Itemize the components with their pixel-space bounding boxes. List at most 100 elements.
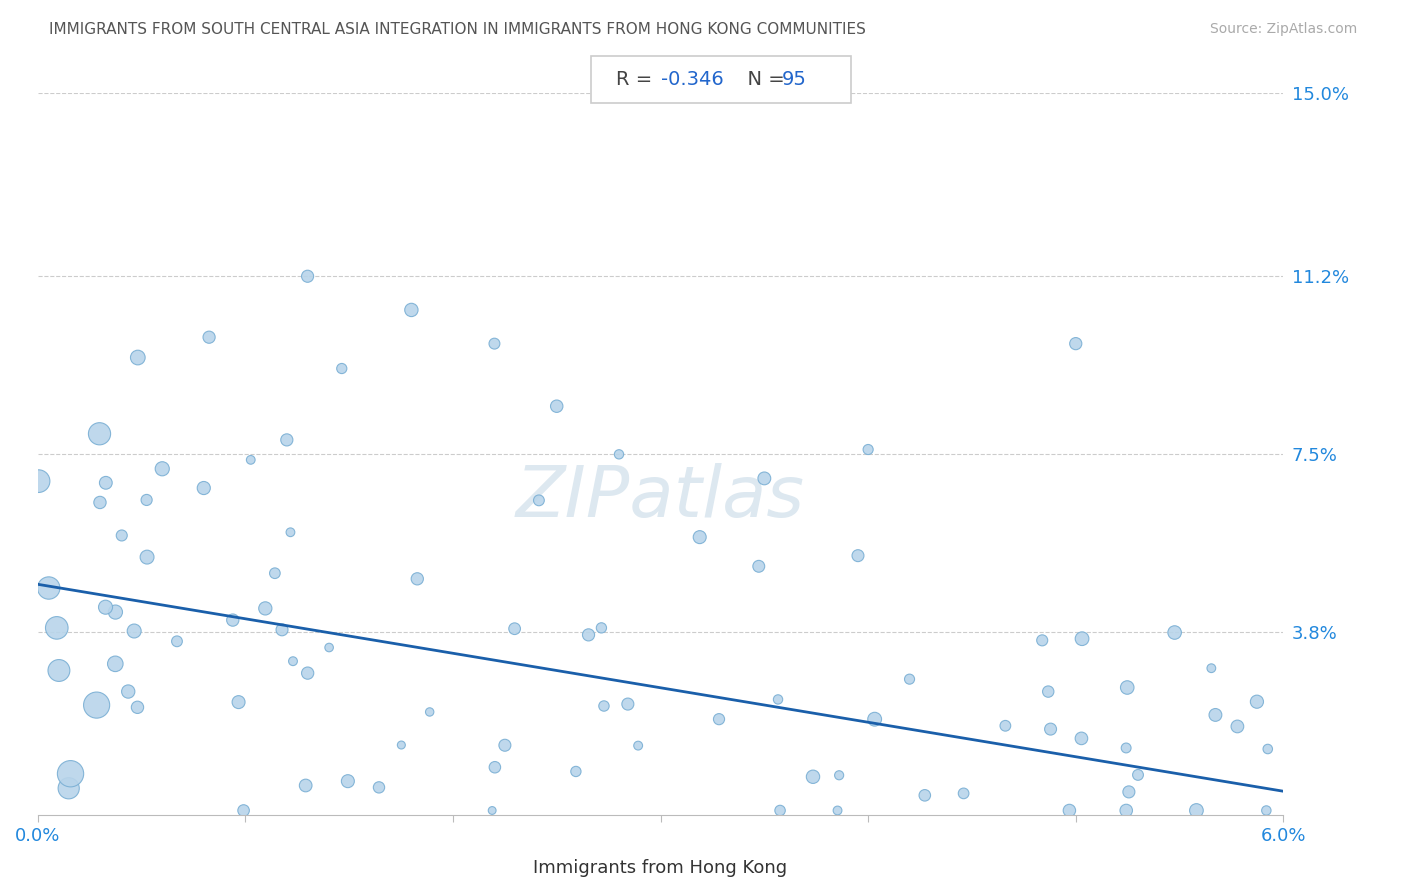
X-axis label: Immigrants from Hong Kong: Immigrants from Hong Kong bbox=[533, 859, 787, 877]
Point bbox=[617, 697, 640, 711]
Point bbox=[297, 269, 319, 284]
Point bbox=[419, 705, 441, 719]
Point bbox=[58, 781, 80, 796]
Point bbox=[1070, 731, 1092, 746]
Point bbox=[127, 351, 149, 365]
Point bbox=[898, 672, 921, 686]
Point bbox=[546, 399, 568, 413]
Point bbox=[863, 712, 886, 726]
Point bbox=[297, 666, 319, 681]
Point bbox=[1071, 632, 1094, 646]
Text: IMMIGRANTS FROM SOUTH CENTRAL ASIA INTEGRATION IN IMMIGRANTS FROM HONG KONG COMM: IMMIGRANTS FROM SOUTH CENTRAL ASIA INTEG… bbox=[49, 22, 866, 37]
Point bbox=[748, 559, 770, 574]
Point bbox=[769, 804, 792, 818]
Point bbox=[484, 336, 506, 351]
Point bbox=[318, 640, 340, 655]
Point bbox=[122, 624, 145, 638]
Point bbox=[117, 684, 139, 698]
Point bbox=[127, 700, 149, 714]
Point bbox=[578, 628, 600, 642]
Point bbox=[846, 549, 869, 563]
Point bbox=[271, 623, 294, 637]
Point bbox=[593, 698, 616, 713]
Point bbox=[232, 804, 254, 818]
Point bbox=[1201, 661, 1223, 675]
Point bbox=[166, 634, 188, 648]
Point bbox=[1115, 741, 1137, 756]
Point bbox=[135, 492, 157, 507]
Point bbox=[1039, 722, 1062, 736]
Point bbox=[994, 719, 1017, 733]
Point bbox=[484, 760, 506, 774]
Point bbox=[766, 692, 789, 706]
Point bbox=[38, 581, 60, 595]
Point bbox=[222, 613, 245, 627]
Point bbox=[406, 572, 429, 586]
Point bbox=[689, 530, 711, 544]
Point bbox=[1115, 804, 1137, 818]
Point bbox=[264, 566, 287, 581]
Point bbox=[503, 622, 526, 636]
Point bbox=[86, 698, 108, 712]
Point bbox=[607, 447, 630, 461]
Point bbox=[198, 330, 221, 344]
Point bbox=[801, 770, 824, 784]
Point bbox=[59, 766, 82, 780]
Point bbox=[193, 481, 215, 495]
Point bbox=[48, 664, 70, 678]
Point bbox=[254, 601, 277, 615]
Point bbox=[281, 654, 304, 668]
Point bbox=[527, 493, 550, 508]
Point bbox=[856, 442, 879, 457]
Text: -0.346: -0.346 bbox=[661, 70, 724, 89]
Point bbox=[1185, 804, 1208, 818]
Point bbox=[89, 495, 111, 509]
Point bbox=[627, 739, 650, 753]
Point bbox=[294, 779, 316, 793]
Point bbox=[754, 471, 776, 485]
Point bbox=[1257, 742, 1279, 756]
Point bbox=[952, 786, 974, 800]
Point bbox=[827, 804, 849, 818]
Point bbox=[1163, 625, 1185, 640]
Point bbox=[1064, 336, 1087, 351]
Point bbox=[1031, 633, 1053, 648]
Point bbox=[914, 789, 936, 803]
Point bbox=[104, 657, 127, 671]
Point bbox=[1246, 695, 1268, 709]
Point bbox=[89, 426, 111, 441]
Text: Source: ZipAtlas.com: Source: ZipAtlas.com bbox=[1209, 22, 1357, 37]
Point bbox=[330, 361, 353, 376]
Text: N =: N = bbox=[735, 70, 792, 89]
Point bbox=[136, 550, 159, 565]
Point bbox=[828, 768, 851, 782]
Point bbox=[707, 712, 730, 726]
Point bbox=[368, 780, 391, 795]
Point bbox=[1118, 785, 1140, 799]
Point bbox=[1116, 681, 1139, 695]
Point bbox=[111, 528, 134, 542]
Point bbox=[336, 774, 359, 789]
Point bbox=[94, 475, 117, 490]
Point bbox=[1038, 684, 1060, 698]
Point bbox=[494, 738, 516, 752]
Point bbox=[276, 433, 298, 447]
Point bbox=[1126, 768, 1149, 782]
Point bbox=[481, 804, 503, 818]
Point bbox=[389, 738, 412, 752]
Point bbox=[150, 462, 173, 476]
Point bbox=[280, 525, 302, 540]
Point bbox=[1059, 804, 1081, 818]
Point bbox=[1256, 804, 1278, 818]
Point bbox=[565, 764, 588, 779]
Text: R =: R = bbox=[616, 70, 658, 89]
Point bbox=[1204, 707, 1226, 722]
Text: ZIPatlas: ZIPatlas bbox=[516, 463, 806, 533]
Point bbox=[27, 474, 49, 488]
Point bbox=[104, 605, 127, 619]
Point bbox=[591, 621, 613, 635]
Point bbox=[94, 600, 117, 615]
Text: 95: 95 bbox=[782, 70, 807, 89]
Point bbox=[401, 302, 423, 317]
Point bbox=[45, 621, 67, 635]
